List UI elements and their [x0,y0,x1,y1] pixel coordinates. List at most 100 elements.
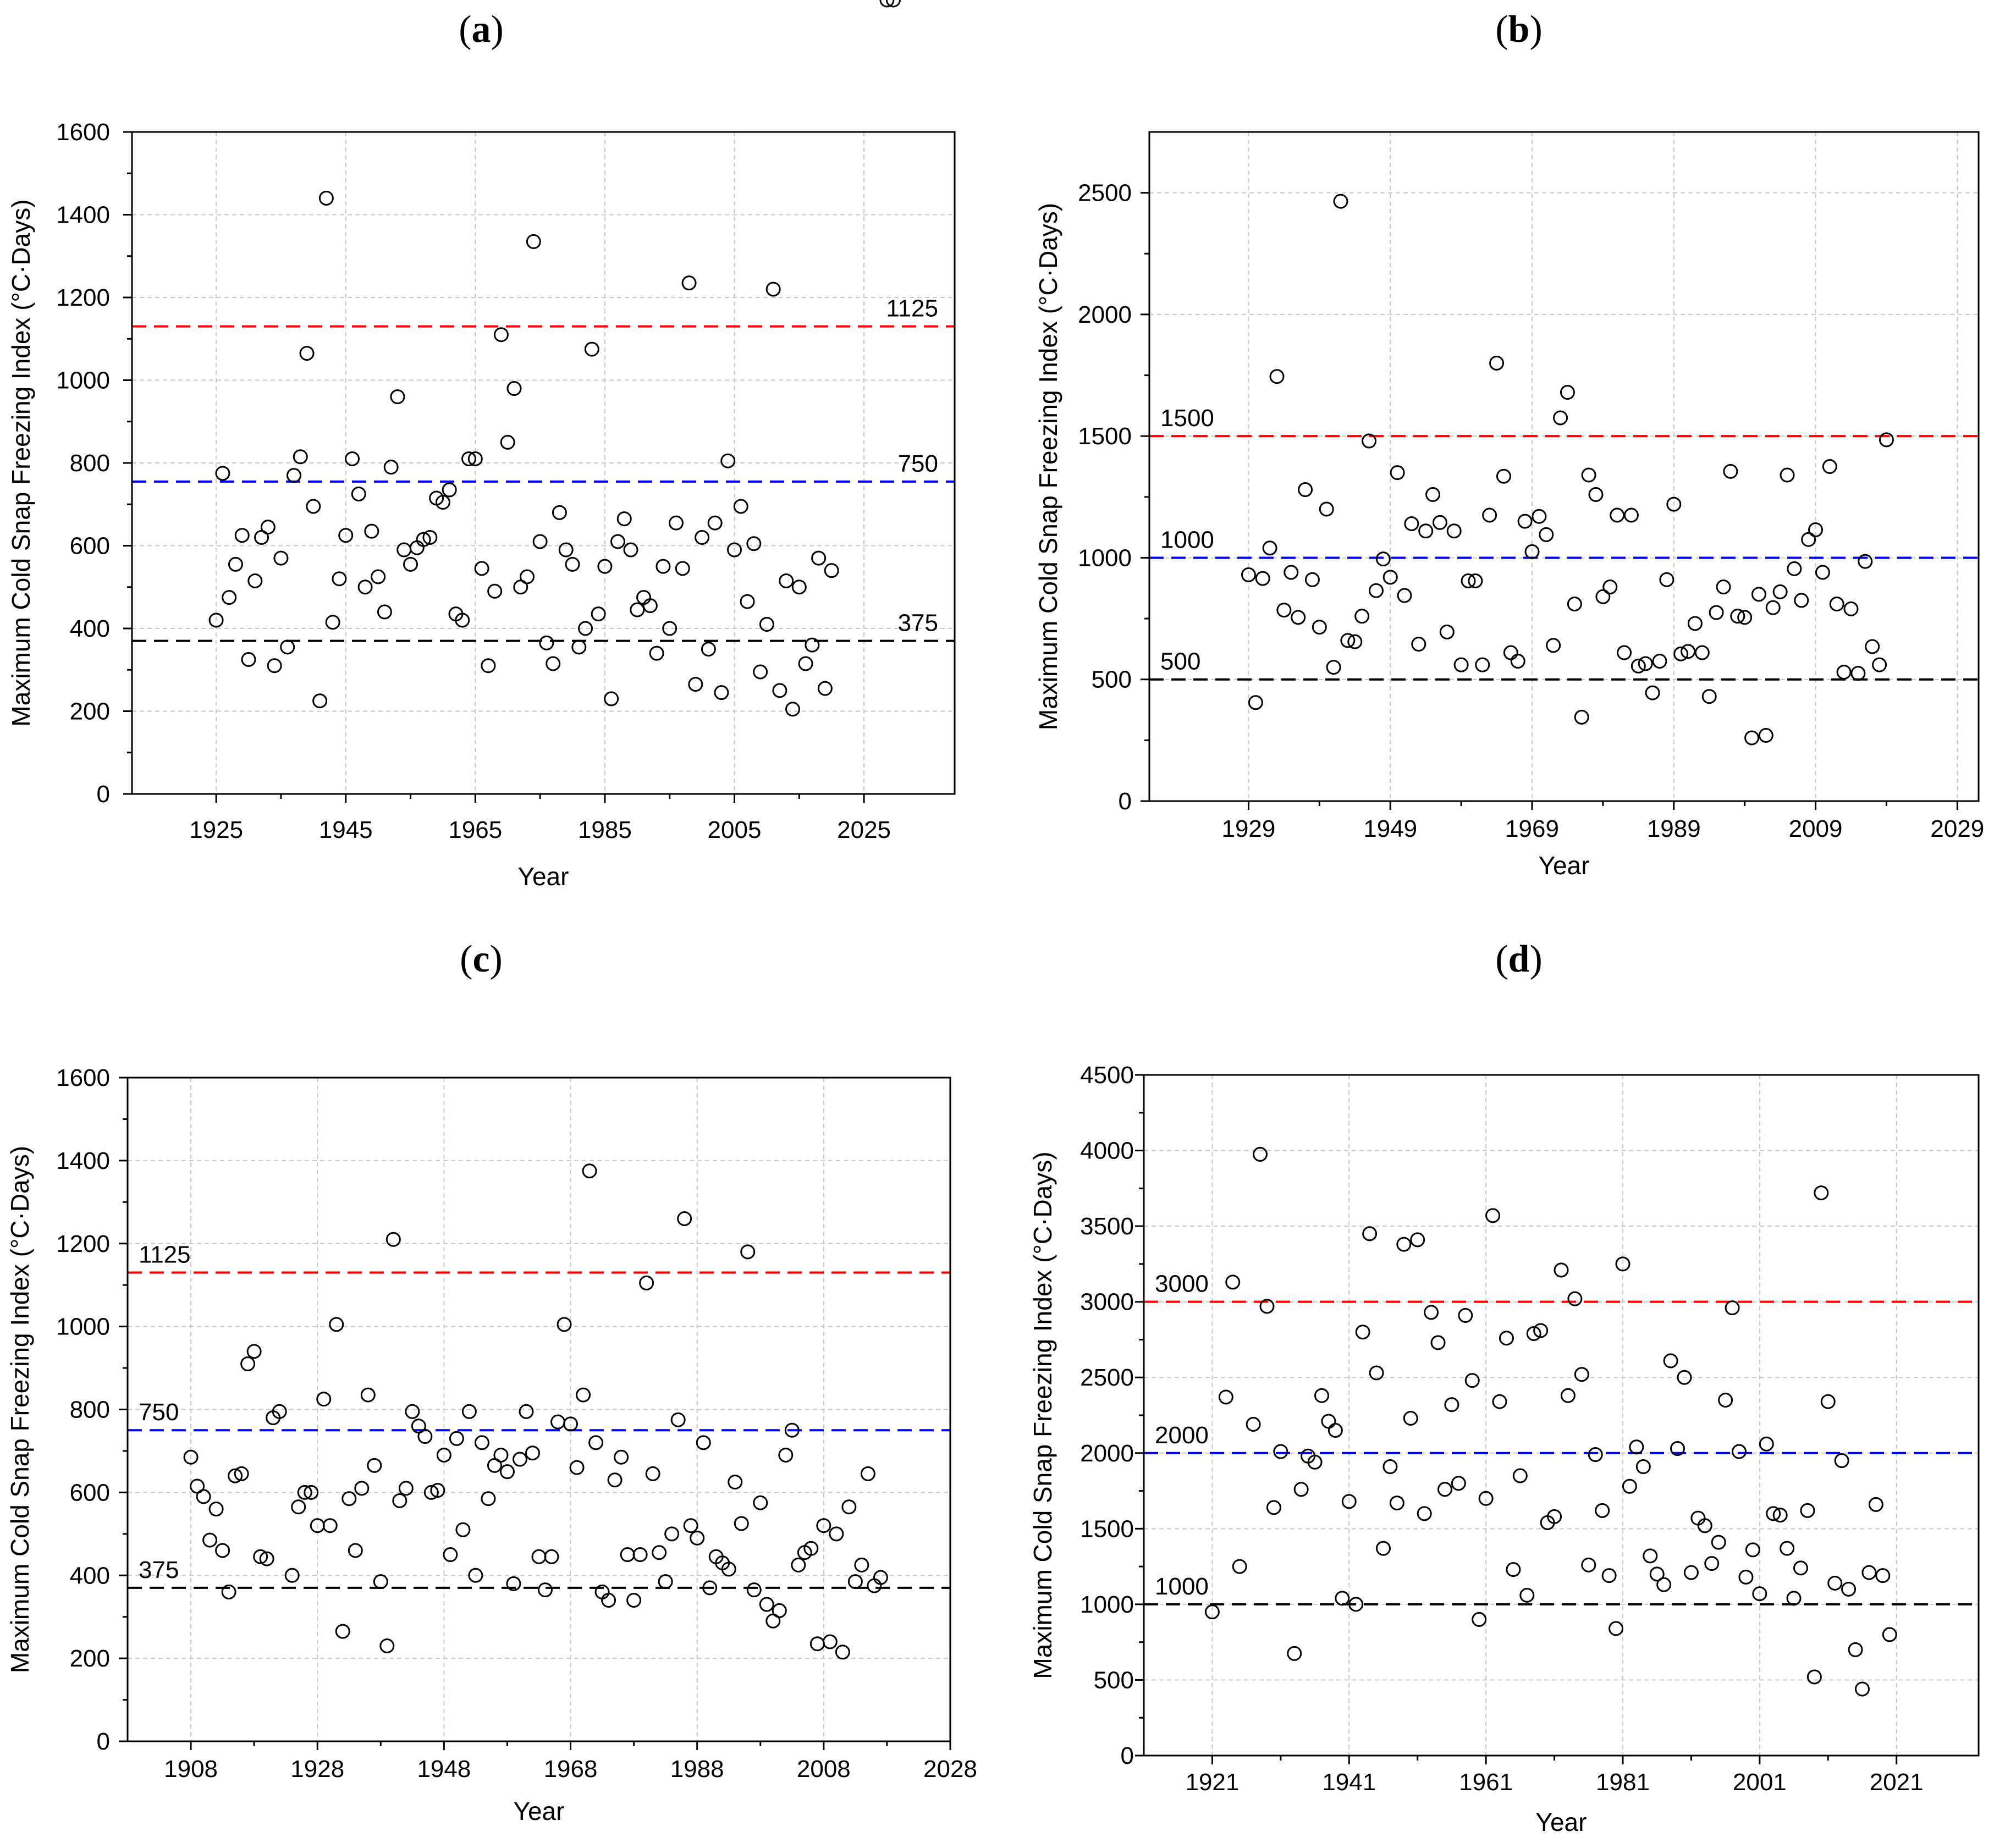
panel-b-data-point [1425,487,1441,502]
panel-c-data-point [430,1483,445,1498]
panel-b-data-point [1276,603,1292,618]
panel-b-data-point [1610,507,1625,523]
panel-c-ytick-label: 0 [97,1728,110,1755]
panel-a-data-point [656,559,671,574]
panel-c-data-point [544,1549,559,1564]
panel-c-data-point [778,1447,794,1463]
panel-c-data-point [772,1603,787,1618]
panel-d-data-point [1697,1518,1712,1533]
panel-c-ylabel: Maximum Cold Snap Freezing Index (°C·Day… [5,1146,34,1673]
panel-d-xtick-label: 1961 [1459,1769,1513,1796]
panel-c-data-point [240,1356,256,1372]
panel-d-data-point [1375,1541,1391,1556]
panel-c-data-point [246,1344,262,1359]
panel-d-data-point [1848,1642,1863,1657]
panel-d-data-point [1458,1307,1473,1323]
panel-b-data-point [1780,467,1795,483]
panel-b-data-point [1340,633,1356,648]
panel-d-data-point [1512,1468,1528,1483]
panel-a-data-point [416,532,431,547]
panel-a-data-point [791,580,807,595]
panel-b-xtick-label: 1989 [1647,815,1701,842]
panel-a-data-point [688,677,703,692]
panel-d-data-point [1780,1541,1795,1556]
panel-b-data-point [1298,482,1313,498]
panel-b-data-point [1744,730,1760,746]
panel-a-data-point [467,451,483,466]
panel-b-data-point [1858,554,1873,569]
panel-c-data-point [753,1495,768,1510]
panel-c-data-point [348,1543,363,1558]
panel-d-ytick-label: 1500 [1080,1515,1134,1542]
panel-d-data-point [1615,1256,1631,1272]
panel-d-xtick-label: 1981 [1596,1769,1650,1796]
panel-b: (b) 1500 1000 500 1929 1949 1969 1989 2009 2029 0… [1034,8,1984,880]
panel-a-data-point [733,499,748,514]
panel-b-threshold-label: 500 [1160,648,1200,675]
panel-b-data-point [1602,580,1618,595]
panel-c-ytick-label: 600 [70,1479,110,1506]
panel-d-data-point [1806,1669,1822,1685]
panel-d-data-point [1738,1569,1754,1585]
panel-d-data-point [1732,1444,1747,1459]
panel-b-data-point [1709,605,1724,620]
panel-a-data-point [714,685,729,700]
panel-d-data-point [1321,1414,1336,1429]
panel-d-data-point [1581,1557,1596,1572]
panel-d-data-point [1643,1548,1658,1564]
panel-c-xtick-label: 2008 [797,1756,851,1783]
panel-c-data-point [803,1541,819,1556]
panel-a-data-point [513,580,528,595]
panel-c-data-point [652,1545,667,1560]
panel-a-data-point [642,598,658,614]
panel-a-data-point [293,449,308,465]
panel-a-data-point [383,460,399,475]
panel-b-data-point [1588,487,1604,502]
panel-a-data-point [740,594,755,609]
panel-c-data-point [373,1574,388,1590]
panel-c-data-point [601,1593,616,1608]
panel-d-data-point [1424,1305,1439,1320]
panel-c-data-point [417,1429,433,1444]
panel-a-data-point [338,528,354,543]
panel-c-ytick-label: 800 [70,1397,110,1423]
panel-d-data-point [1711,1535,1726,1550]
panel-d-data-point [1341,1494,1357,1509]
panel-d-threshold-label: 3000 [1155,1271,1209,1298]
panel-a-data-point [681,275,697,291]
panel-a-data-point [208,613,224,628]
panel-c-data-point [284,1568,300,1583]
panel-b-data-point [1517,514,1533,529]
panel-d-data-point [1567,1291,1583,1306]
panel-c-data-point [474,1435,489,1450]
panel-c-data-point [784,1422,800,1438]
panel-c-data-point [499,1464,515,1480]
panel-d-data-point [1800,1503,1815,1518]
panel-c-data-point [809,1636,825,1652]
panel-a-plot: 1125 750 375 1925 1945 1965 1985 2005 2025 0 200 40… [7,119,956,891]
panel-c-data-point [183,1449,199,1465]
panel-b-data-point [1482,507,1497,523]
panel-c-data-point [576,1387,591,1403]
panel-a-data-point [817,681,833,696]
panel-a-label: (a) [459,8,504,51]
panel-b-ytick-label: 0 [1119,788,1132,815]
panel-c-data-point [734,1516,749,1531]
panel-d-data-point [1403,1411,1418,1426]
panel-c-data-point [354,1481,370,1496]
panel-b-data-point [1354,609,1370,624]
panel-b-data-point [1574,709,1589,725]
panel-c-data-point [690,1530,705,1546]
panel-b-xtick-label: 2029 [1930,815,1984,842]
panel-b-data-point [1681,644,1696,659]
panel-b-ytick-label: 500 [1092,666,1132,693]
panel-c-data-point [664,1526,680,1542]
panel-b-data-point [1829,597,1844,612]
panel-a-data-point [565,556,580,572]
panel-c-data-point [841,1499,857,1515]
panel-a-data-point [539,635,554,650]
panel-a-data-point [306,499,321,514]
panel-a-data-point [325,615,340,630]
panel-b-data-point [1560,385,1575,400]
